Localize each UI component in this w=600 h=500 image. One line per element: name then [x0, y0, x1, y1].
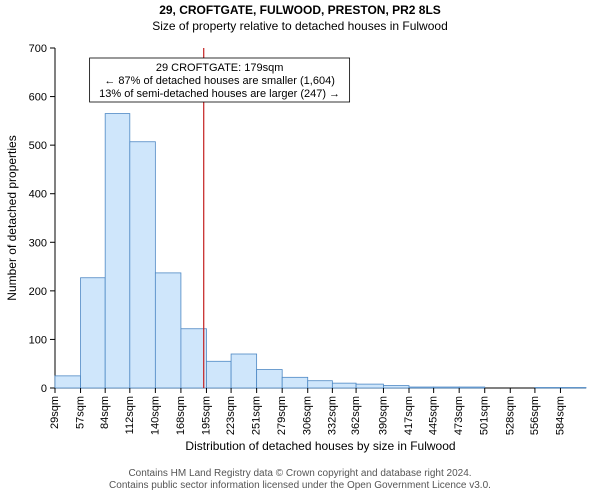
histogram-bar [459, 387, 485, 388]
histogram-bar [55, 376, 81, 388]
x-tick-label: 168sqm [175, 396, 187, 435]
x-tick-label: 195sqm [200, 396, 212, 435]
histogram-bar [356, 384, 383, 388]
title-line2: Size of property relative to detached ho… [152, 19, 448, 33]
x-tick-label: 584sqm [554, 396, 566, 435]
y-axis-label: Number of detached properties [5, 135, 19, 300]
x-tick-label: 390sqm [377, 396, 389, 435]
histogram-bar [383, 386, 409, 388]
footer-line: Contains HM Land Registry data © Crown c… [128, 468, 471, 479]
x-tick-label: 140sqm [149, 396, 161, 435]
x-tick-label: 417sqm [403, 396, 415, 435]
x-tick-label: 556sqm [529, 396, 541, 435]
histogram-bar [231, 354, 257, 388]
title-line1: 29, CROFTGATE, FULWOOD, PRESTON, PR2 8LS [159, 3, 441, 17]
x-tick-label: 528sqm [504, 396, 516, 435]
x-tick-label: 332sqm [326, 396, 338, 435]
y-tick-label: 100 [29, 334, 47, 346]
x-tick-label: 29sqm [49, 396, 61, 429]
histogram-bar [130, 142, 156, 388]
x-tick-label: 223sqm [225, 396, 237, 435]
histogram-bar [181, 329, 207, 388]
histogram-bar [434, 387, 460, 388]
histogram-bar [206, 361, 231, 388]
histogram-bar [105, 114, 130, 388]
y-tick-label: 300 [29, 237, 47, 249]
x-tick-label: 362sqm [350, 396, 362, 435]
histogram-bar [257, 370, 283, 388]
y-tick-label: 600 [29, 92, 47, 104]
annotation-line: ← 87% of detached houses are smaller (1,… [104, 75, 335, 87]
x-tick-label: 112sqm [124, 396, 136, 434]
y-tick-label: 500 [29, 140, 47, 152]
x-tick-label: 445sqm [428, 396, 440, 435]
x-tick-label: 501sqm [479, 396, 491, 435]
y-tick-label: 700 [29, 43, 47, 55]
x-axis-label: Distribution of detached houses by size … [185, 439, 455, 453]
y-tick-label: 0 [41, 383, 47, 395]
histogram-bar [332, 383, 356, 388]
histogram-bar [409, 387, 434, 388]
annotation-line: 29 CROFTGATE: 179sqm [156, 62, 284, 74]
annotation-line: 13% of semi-detached houses are larger (… [99, 88, 340, 100]
x-tick-label: 84sqm [99, 396, 111, 429]
histogram-bar [81, 278, 106, 388]
x-tick-label: 251sqm [251, 396, 263, 435]
histogram-bar [155, 273, 181, 388]
y-tick-label: 200 [29, 286, 47, 298]
histogram-bar [308, 381, 333, 388]
y-tick-label: 400 [29, 189, 47, 201]
x-tick-label: 473sqm [453, 396, 465, 435]
histogram-bar [282, 377, 308, 388]
footer-line: Contains public sector information licen… [109, 480, 491, 491]
x-tick-label: 306sqm [302, 396, 314, 435]
x-tick-label: 279sqm [276, 396, 288, 435]
x-tick-label: 57sqm [75, 396, 87, 429]
